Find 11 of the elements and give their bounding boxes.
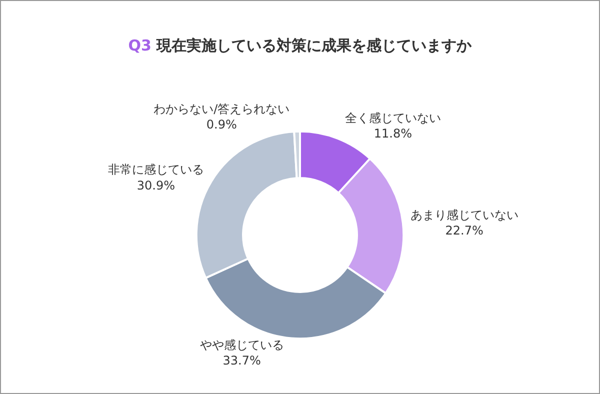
data-label: 30.9% [136, 178, 175, 192]
data-label: 0.9% [206, 117, 237, 132]
data-label: 11.8% [374, 126, 412, 140]
slice-label: 全く感じていない [344, 110, 441, 125]
data-label: 33.7% [222, 354, 261, 368]
slice-label: 非常に感じている [108, 162, 204, 177]
chart-title: Q3 現在実施している対策に成果を感じていますか [128, 36, 473, 55]
slice-label: やや感じている [200, 338, 284, 352]
slice-label: あまり感じていない [410, 208, 518, 222]
slice-label: わからない/答えられない [154, 102, 290, 116]
data-label: 22.7% [445, 224, 484, 238]
